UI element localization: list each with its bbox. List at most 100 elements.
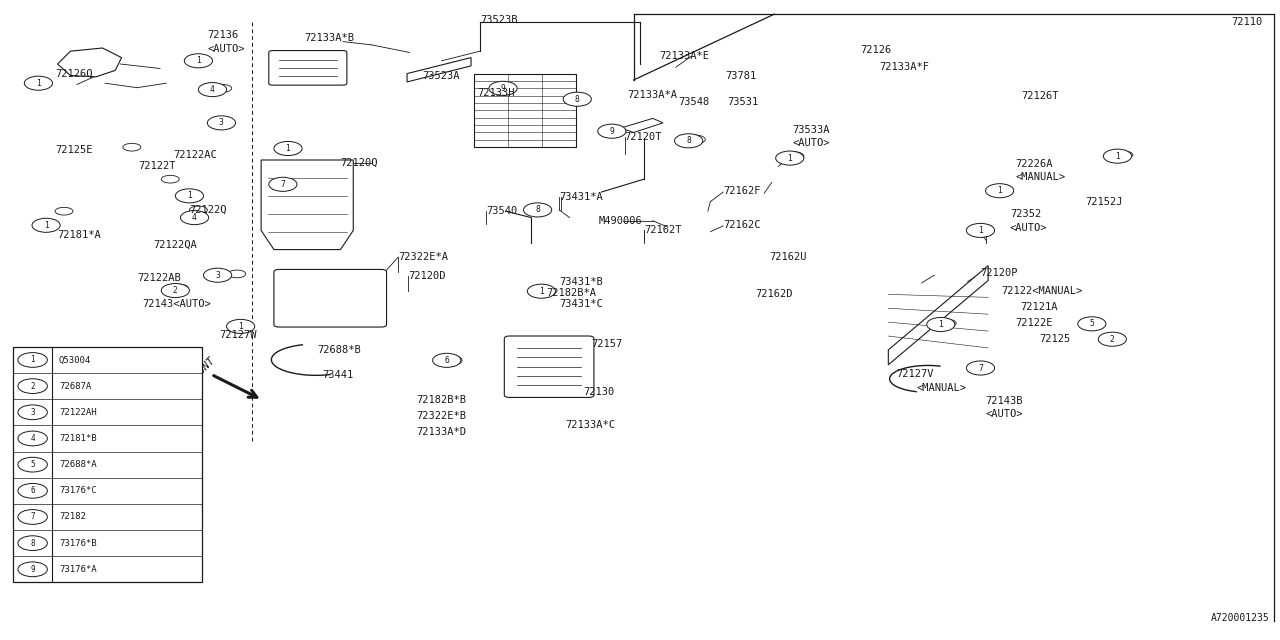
FancyBboxPatch shape [269, 51, 347, 85]
Circle shape [180, 211, 209, 225]
Text: 72152J: 72152J [1085, 196, 1123, 207]
Text: 72125E: 72125E [55, 145, 92, 155]
Text: 73523B: 73523B [480, 15, 517, 26]
Circle shape [524, 203, 552, 217]
Ellipse shape [214, 84, 232, 92]
Text: 1: 1 [787, 154, 792, 163]
Circle shape [18, 431, 47, 446]
Circle shape [966, 361, 995, 375]
Ellipse shape [123, 143, 141, 151]
Text: 72122T: 72122T [138, 161, 175, 172]
Text: 72182B*A: 72182B*A [547, 288, 596, 298]
Ellipse shape [783, 152, 804, 161]
Text: 7: 7 [31, 513, 35, 522]
Text: 72122Q: 72122Q [189, 205, 227, 215]
Text: 72157: 72157 [591, 339, 622, 349]
Text: 72121A: 72121A [1020, 302, 1057, 312]
Text: 73431*C: 73431*C [559, 299, 603, 309]
Text: 72125: 72125 [1039, 333, 1070, 344]
Text: 1: 1 [187, 191, 192, 200]
Text: 9: 9 [609, 127, 614, 136]
Circle shape [776, 151, 804, 165]
Text: 72182B*B: 72182B*B [416, 395, 466, 405]
Circle shape [175, 189, 204, 203]
Text: 7: 7 [280, 180, 285, 189]
Text: <MANUAL>: <MANUAL> [916, 383, 966, 393]
Circle shape [24, 76, 52, 90]
Text: 3: 3 [215, 271, 220, 280]
Ellipse shape [1115, 151, 1133, 159]
Text: <MANUAL>: <MANUAL> [1015, 172, 1065, 182]
FancyBboxPatch shape [504, 336, 594, 397]
Text: 73431*A: 73431*A [559, 192, 603, 202]
Circle shape [527, 284, 556, 298]
Circle shape [207, 116, 236, 130]
Text: 72133A*D: 72133A*D [416, 427, 466, 437]
Circle shape [204, 268, 232, 282]
Text: 8: 8 [535, 205, 540, 214]
Text: 72122AB: 72122AB [137, 273, 180, 284]
Text: 5: 5 [1089, 319, 1094, 328]
Text: 4: 4 [31, 434, 35, 443]
Text: 72126Q: 72126Q [55, 68, 92, 79]
Text: 3: 3 [219, 118, 224, 127]
Text: 72127V: 72127V [896, 369, 933, 380]
Text: 72133H: 72133H [477, 88, 515, 99]
Ellipse shape [1105, 334, 1123, 342]
Text: 73176*C: 73176*C [59, 486, 96, 495]
Text: 2: 2 [31, 381, 35, 390]
Text: 72133A*B: 72133A*B [305, 33, 355, 44]
Circle shape [1078, 317, 1106, 331]
Text: 1: 1 [978, 226, 983, 235]
Text: 5: 5 [31, 460, 35, 469]
Text: 72133A*E: 72133A*E [659, 51, 709, 61]
Polygon shape [58, 48, 122, 77]
Text: 9: 9 [500, 84, 506, 93]
Text: 72122AH: 72122AH [59, 408, 96, 417]
Circle shape [18, 379, 47, 394]
Ellipse shape [529, 286, 547, 294]
Circle shape [433, 353, 461, 367]
Text: 1: 1 [31, 355, 35, 364]
Ellipse shape [170, 284, 188, 292]
Ellipse shape [228, 270, 246, 278]
Text: 72133A*F: 72133A*F [879, 61, 929, 72]
Text: Q53004: Q53004 [59, 355, 91, 364]
Ellipse shape [973, 225, 993, 234]
Text: 73523A: 73523A [422, 70, 460, 81]
Text: 72143B: 72143B [986, 396, 1023, 406]
Bar [13, 347, 202, 582]
Text: 6: 6 [31, 486, 35, 495]
Polygon shape [621, 118, 663, 132]
Text: 8: 8 [31, 539, 35, 548]
Text: 72182: 72182 [59, 513, 86, 522]
Ellipse shape [439, 355, 462, 365]
Text: 1: 1 [238, 322, 243, 331]
Text: M490006: M490006 [599, 216, 643, 226]
Text: 73176*B: 73176*B [59, 539, 96, 548]
Text: 72122<MANUAL>: 72122<MANUAL> [1001, 285, 1082, 296]
Ellipse shape [234, 323, 252, 330]
Text: 72120P: 72120P [980, 268, 1018, 278]
Polygon shape [888, 266, 988, 365]
Circle shape [32, 218, 60, 232]
Ellipse shape [189, 206, 207, 214]
Text: FRONT: FRONT [188, 355, 216, 385]
Text: 72352: 72352 [1010, 209, 1041, 220]
Text: 3: 3 [31, 408, 35, 417]
Circle shape [18, 458, 47, 472]
Circle shape [18, 509, 47, 524]
Circle shape [1103, 149, 1132, 163]
Text: 73531: 73531 [727, 97, 758, 108]
Text: 72120D: 72120D [408, 271, 445, 282]
Text: 73431*B: 73431*B [559, 276, 603, 287]
Text: 73533A: 73533A [792, 125, 829, 135]
Text: 72122QA: 72122QA [154, 239, 197, 250]
Text: 8: 8 [575, 95, 580, 104]
Circle shape [18, 536, 47, 550]
Text: 1: 1 [285, 144, 291, 153]
Text: 2: 2 [173, 286, 178, 295]
Circle shape [161, 284, 189, 298]
Text: 72133A*A: 72133A*A [627, 90, 677, 100]
Text: <AUTO>: <AUTO> [1010, 223, 1047, 233]
